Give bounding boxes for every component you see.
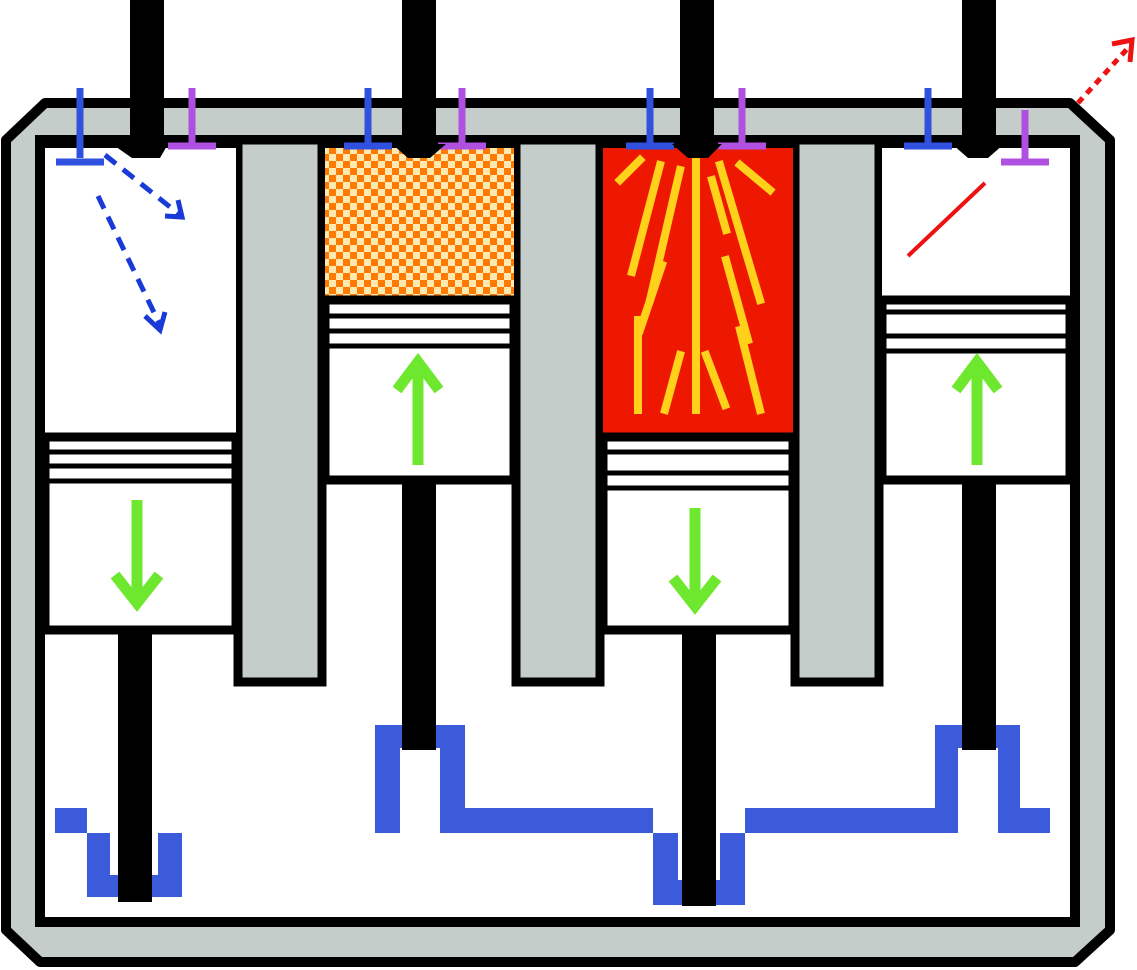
crankshaft bbox=[55, 725, 1050, 905]
rod-3-over-crank bbox=[682, 780, 716, 906]
valves bbox=[56, 88, 1049, 166]
cylinder-3-down-arrow bbox=[668, 508, 722, 615]
cylinder-1-spark-plug-tip bbox=[112, 144, 168, 158]
cylinder-2-spark-plug-icon bbox=[402, 0, 436, 140]
cylinder-wall-3 bbox=[790, 135, 884, 687]
cylinder-2-spark-plug-tip bbox=[392, 144, 446, 158]
cylinder-1-intake-flow-arrowhead-2 bbox=[143, 311, 168, 335]
cylinder-1-intake bbox=[40, 145, 241, 902]
cylinder-4-exhaust-valve-icon bbox=[1001, 110, 1049, 166]
cylinder-4-chamber bbox=[882, 145, 1070, 298]
cylinder-1-exhaust-valve-icon bbox=[168, 88, 216, 150]
cylinder-1-intake-flow-arrow bbox=[103, 153, 182, 217]
exhaust-outlet-arrow bbox=[1076, 46, 1130, 105]
cylinder-2-up-arrow bbox=[392, 352, 444, 465]
cylinder-4-up-arrow bbox=[951, 352, 1003, 465]
cylinder-3-flame-lines bbox=[614, 154, 776, 415]
cylinder-4-exhaust bbox=[877, 145, 1075, 750]
cylinder-2-exhaust-valve-icon bbox=[438, 88, 486, 150]
cylinder-3-intake-valve-icon bbox=[626, 88, 674, 150]
cylinder-4-intake-valve-icon bbox=[904, 88, 952, 150]
cylinder-2-connecting-rod bbox=[402, 484, 436, 750]
cylinder-wall-1 bbox=[233, 135, 327, 687]
cylinder-4-exhaust-flow-line bbox=[906, 181, 987, 258]
cylinder-4-spark-plug-tip bbox=[952, 144, 1004, 158]
exhaust-outlet-arrowhead bbox=[1111, 36, 1135, 63]
cylinder-1-chamber bbox=[45, 145, 236, 437]
cylinder-wall-2 bbox=[511, 135, 605, 687]
cylinder-2-intake-valve-icon bbox=[344, 88, 392, 150]
cylinder-1-intake-flow-arrow-2 bbox=[95, 194, 163, 327]
rod-1-over-crank bbox=[118, 780, 152, 902]
cylinder-3-exhaust-valve-icon bbox=[718, 88, 766, 150]
cylinder-3-spark-plug-tip bbox=[672, 144, 722, 158]
spark-plugs bbox=[112, 0, 1004, 158]
cylinder-1-down-arrow bbox=[110, 500, 164, 612]
rod-4-over-crank bbox=[962, 720, 996, 750]
cylinder-3-spark-plug-icon bbox=[680, 0, 714, 140]
cylinder-1-intake-valve-icon bbox=[56, 88, 104, 166]
cylinder-3-power bbox=[598, 145, 798, 906]
cylinder-1-intake-flow-arrowhead bbox=[164, 199, 186, 220]
cylinder-2-compression bbox=[320, 145, 519, 750]
cylinder-4-spark-plug-icon bbox=[962, 0, 996, 140]
cylinder-1-spark-plug-icon bbox=[130, 0, 164, 140]
cylinder-2-compressed-mixture bbox=[325, 145, 514, 298]
cylinder-4-connecting-rod bbox=[962, 484, 996, 750]
rod-2-over-crank bbox=[402, 720, 436, 750]
